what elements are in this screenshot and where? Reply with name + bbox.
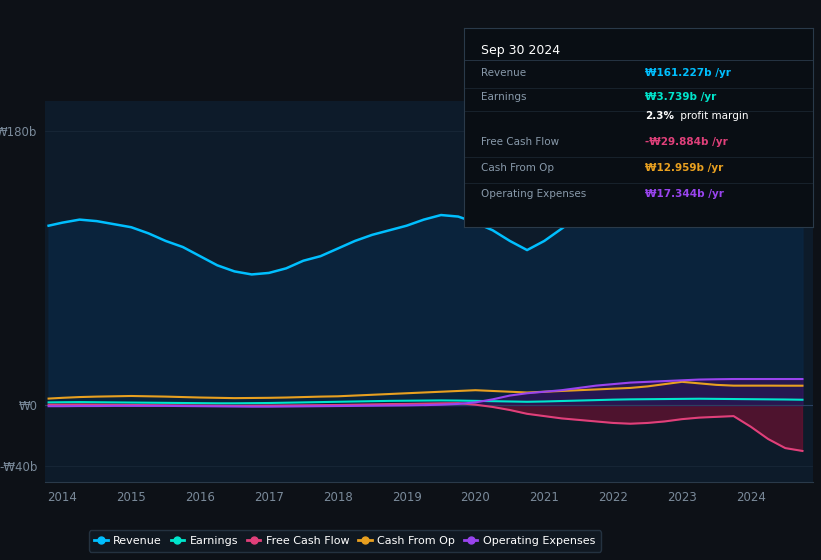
Text: Sep 30 2024: Sep 30 2024 <box>481 44 561 57</box>
Text: Free Cash Flow: Free Cash Flow <box>481 137 559 147</box>
Text: Cash From Op: Cash From Op <box>481 163 554 173</box>
Text: Revenue: Revenue <box>481 68 526 78</box>
Text: Earnings: Earnings <box>481 92 527 101</box>
Text: 2.3%: 2.3% <box>645 111 674 122</box>
Text: ₩161.227b /yr: ₩161.227b /yr <box>645 68 732 78</box>
Text: -₩29.884b /yr: -₩29.884b /yr <box>645 137 728 147</box>
Text: ₩12.959b /yr: ₩12.959b /yr <box>645 163 723 173</box>
Legend: Revenue, Earnings, Free Cash Flow, Cash From Op, Operating Expenses: Revenue, Earnings, Free Cash Flow, Cash … <box>89 530 601 552</box>
Text: ₩17.344b /yr: ₩17.344b /yr <box>645 189 724 199</box>
Text: Operating Expenses: Operating Expenses <box>481 189 586 199</box>
Text: profit margin: profit margin <box>677 111 748 122</box>
Text: ₩3.739b /yr: ₩3.739b /yr <box>645 92 717 101</box>
